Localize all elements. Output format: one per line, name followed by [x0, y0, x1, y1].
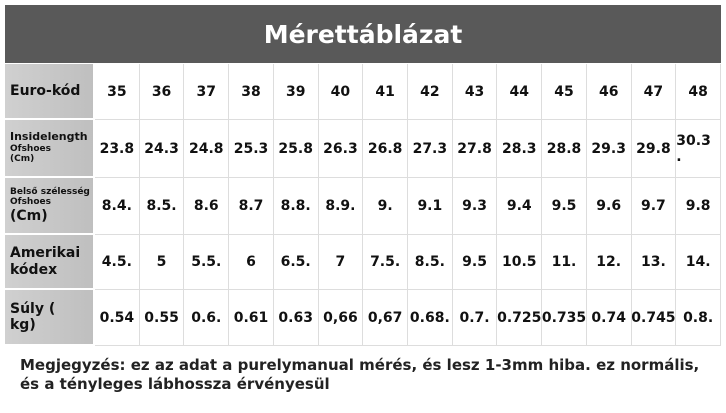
table-cell: 9.5: [452, 235, 498, 290]
table-cell: 42: [408, 64, 453, 120]
table-cell: 27.8: [452, 120, 498, 178]
table-cell: 6: [229, 235, 274, 290]
table-cell: 29.8: [631, 120, 677, 178]
table-cell: 0,66: [318, 290, 364, 346]
row-label: Amerikai kódex: [5, 235, 95, 290]
table-cell: 35: [95, 64, 140, 120]
table-cell: 37: [184, 64, 230, 120]
table-cell: 23.8: [95, 120, 140, 178]
table-cell: 8.9.: [318, 178, 364, 235]
table-cell: 9.5: [542, 178, 587, 235]
table-cell: 44: [497, 64, 543, 120]
table-cell: 26.8: [363, 120, 408, 178]
row-label-line: kódex: [10, 261, 58, 278]
table-cell: 8.7: [229, 178, 274, 235]
table-cell: 7: [318, 235, 364, 290]
table-cell: 28.3: [497, 120, 543, 178]
row-label: Súly (kg): [5, 290, 95, 346]
table-cell: 0.6.: [184, 290, 230, 346]
table-cell: 45: [542, 64, 587, 120]
table-cell: 8.8.: [273, 178, 319, 235]
table-cell: 0.63: [273, 290, 319, 346]
table-cell: 5: [139, 235, 185, 290]
table-cell: 36: [139, 64, 185, 120]
table-cell: 8.4.: [95, 178, 140, 235]
table-cell: 0.7.: [452, 290, 498, 346]
row-label-line: (Cm): [10, 154, 35, 165]
table-cell: 12.: [586, 235, 632, 290]
table-cell: 47: [631, 64, 677, 120]
table-cell: 11.: [542, 235, 587, 290]
table-cell: 0.54: [95, 290, 140, 346]
table-cell: 0.725: [497, 290, 543, 346]
table-cell: 28.8: [542, 120, 587, 178]
table-cell: 43: [452, 64, 498, 120]
table-cell: 7.5.: [363, 235, 408, 290]
row-label: Euro-kód: [5, 64, 95, 120]
table-cell: 0,67: [363, 290, 408, 346]
row-label-line: kg): [10, 317, 36, 333]
table-cell: 0.745: [631, 290, 677, 346]
note: Megjegyzés: ez az adat a purelymanual mé…: [20, 356, 700, 393]
table-cell: 13.: [631, 235, 677, 290]
row-label-line: Ofshoes: [10, 197, 51, 208]
table-cell: 14.: [676, 235, 721, 290]
table-cell: 4.5.: [95, 235, 140, 290]
table-cell: 38: [229, 64, 274, 120]
table-cell: 0.61: [229, 290, 274, 346]
row-label: Insidelength Ofshoes (Cm): [5, 120, 95, 178]
row-label-line: Súly (: [10, 300, 56, 317]
table-cell: 9.1: [408, 178, 453, 235]
table-cell: 0.68.: [408, 290, 453, 346]
table-cell: 25.8: [273, 120, 319, 178]
table-cell: 10.5: [497, 235, 543, 290]
table-cell: 8.5.: [408, 235, 453, 290]
table-cell: 46: [586, 64, 632, 120]
table-cell: 0.8.: [676, 290, 721, 346]
table-cell: 27.3: [408, 120, 453, 178]
table-cell: 26.3: [318, 120, 364, 178]
row-label: Belső szélesség Ofshoes (Cm): [5, 178, 95, 235]
table-cell: 24.8: [184, 120, 230, 178]
table-cell: 0.55: [139, 290, 185, 346]
table-cell: 6.5.: [273, 235, 319, 290]
row-label-line: Euro-kód: [10, 82, 81, 99]
size-table: Euro-kód 35 36 37 38 39 40 41 42 43 44 45 46 47 48 Insi…: [5, 64, 721, 346]
table-cell: 29.3: [586, 120, 632, 178]
table-cell: 40: [318, 64, 364, 120]
table-cell: 48: [676, 64, 721, 120]
row-label-line: Insidelength: [10, 130, 88, 144]
table-cell: 8.6: [184, 178, 230, 235]
table-cell: 9.: [363, 178, 408, 235]
table-cell: 9.7: [631, 178, 677, 235]
title: Mérettáblázat: [5, 5, 721, 63]
table-cell: 24.3: [139, 120, 185, 178]
table-cell: 5.5.: [184, 235, 230, 290]
row-label-line: Amerikai: [10, 245, 81, 262]
table-cell: 9.8: [676, 178, 721, 235]
table-cell: 8.5.: [139, 178, 185, 235]
table-cell: 41: [363, 64, 408, 120]
table-cell: 30.3 .: [676, 120, 721, 178]
table-cell: 9.3: [452, 178, 498, 235]
table-cell: 25.3: [229, 120, 274, 178]
table-cell: 0.74: [586, 290, 632, 346]
table-cell: 9.6: [586, 178, 632, 235]
row-label-line: Belső szélesség: [10, 187, 90, 198]
row-label-line: Ofshoes: [10, 143, 51, 154]
table-cell: 39: [273, 64, 319, 120]
table-cell: 0.735: [542, 290, 587, 346]
table-cell: 9.4: [497, 178, 543, 235]
row-label-line: (Cm): [10, 207, 48, 224]
